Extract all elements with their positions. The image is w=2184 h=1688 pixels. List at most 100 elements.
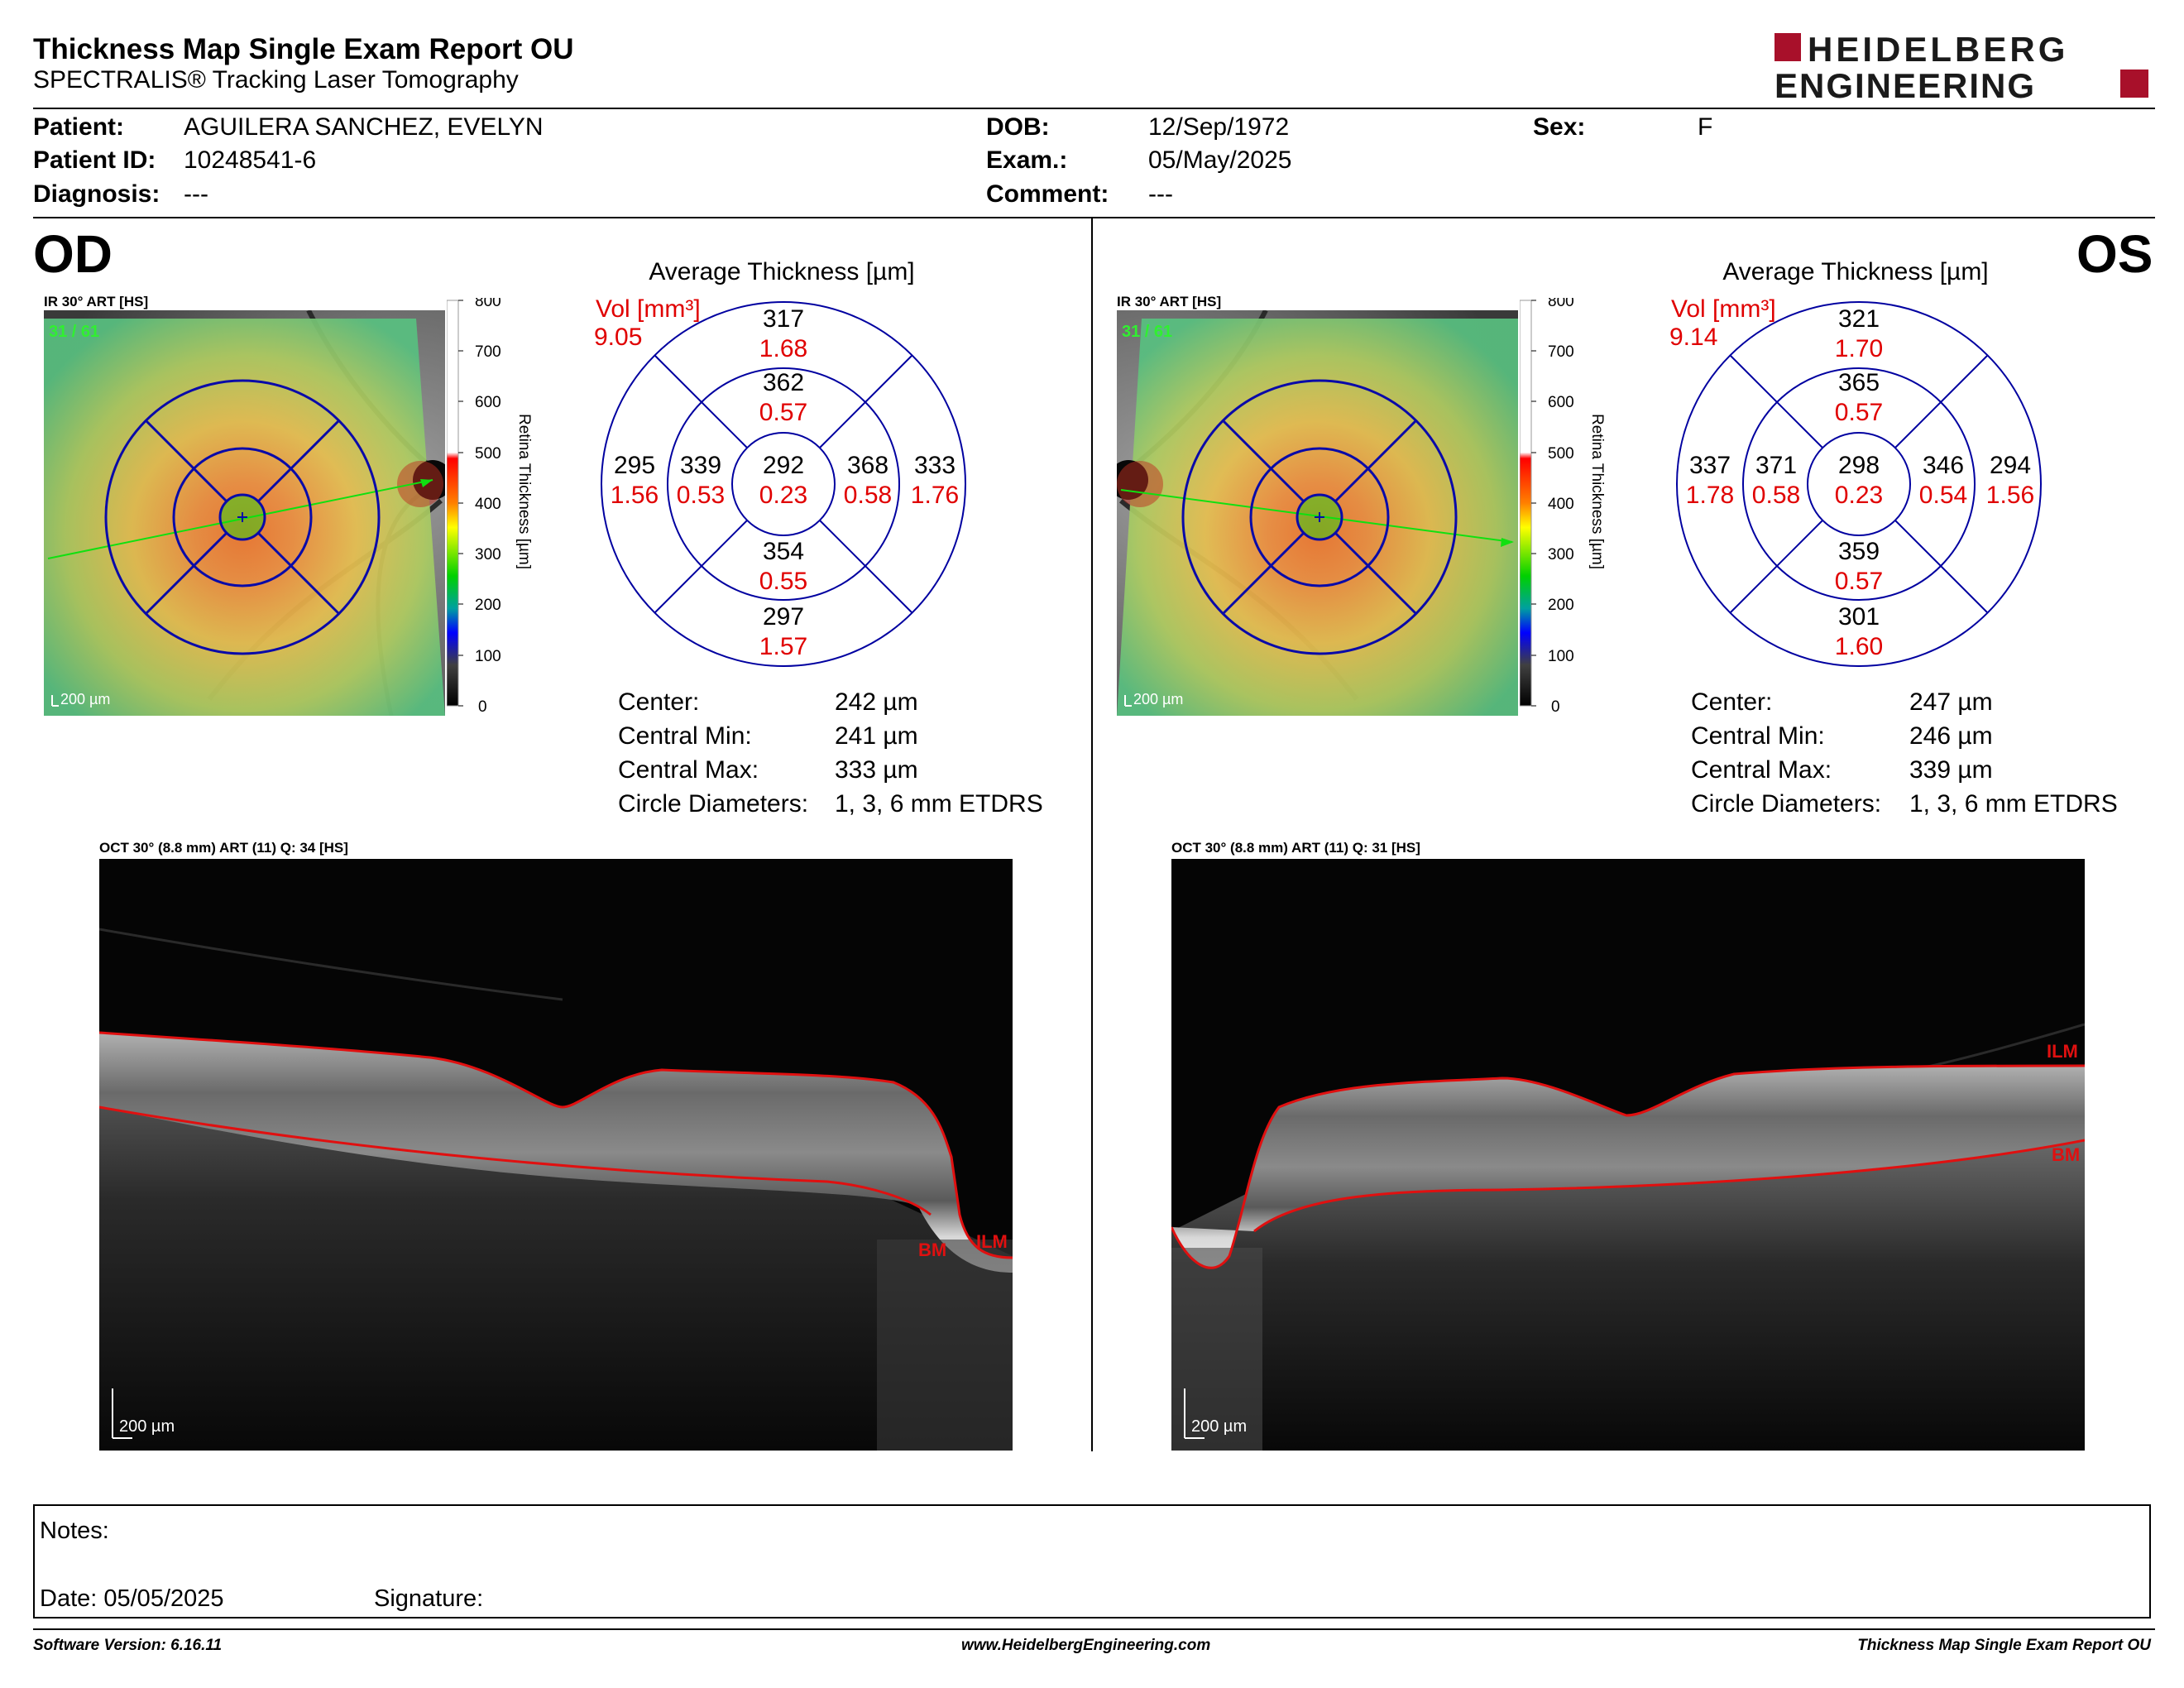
os-circle-diam-value: 1, 3, 6 mm ETDRS	[1909, 790, 2118, 818]
od-oct-scale: 200 µm	[119, 1417, 175, 1436]
os-colorbar-tick: 700	[1548, 343, 1574, 361]
od-etdrs-grid: Vol [mm³] 9.05 317 1.68 362 0.57 295 1.5…	[579, 290, 976, 679]
os-center-volume: 0.23	[1835, 482, 1883, 509]
notes-box	[33, 1504, 2151, 1618]
footer-website: www.HeidelbergEngineering.com	[961, 1637, 1211, 1654]
logo-square-bottom	[2120, 70, 2148, 98]
od-central-max-value: 333 µm	[835, 756, 918, 784]
os-colorbar-tick: 100	[1548, 648, 1574, 665]
os-colorbar-tick: 800	[1548, 298, 1574, 310]
od-colorbar-tick: 0	[478, 698, 487, 712]
patient-id: 10248541-6	[184, 146, 317, 174]
od-circle-diam-value: 1, 3, 6 mm ETDRS	[835, 790, 1043, 818]
od-inner-bottom-volume: 0.55	[759, 568, 807, 595]
od-inner-top-volume: 0.57	[759, 399, 807, 426]
patient-id-label: Patient ID:	[33, 146, 156, 174]
od-circle-diam-label: Circle Diameters:	[618, 790, 809, 818]
od-outer-bottom-thickness: 297	[763, 603, 804, 631]
os-outer-bottom-volume: 1.60	[1835, 633, 1883, 660]
os-inner-left-volume: 0.58	[1752, 482, 1800, 509]
os-inner-bottom-volume: 0.57	[1835, 568, 1883, 595]
heidelberg-logo: HEIDELBERG ENGINEERING	[1774, 30, 2155, 105]
logo-square-top	[1774, 33, 1801, 61]
os-ir-scale: 200 µm	[1133, 691, 1183, 707]
od-oct-bm-label: BM	[918, 1240, 946, 1260]
os-colorbar-tick: 200	[1548, 597, 1574, 614]
signature-label: Signature:	[374, 1585, 484, 1612]
os-etdrs-grid: Vol [mm³] 9.14 321 1.70 365 0.57 337 1.7…	[1655, 290, 2052, 679]
eye-label-od: OD	[33, 224, 113, 284]
os-inner-right-volume: 0.54	[1919, 482, 1967, 509]
os-outer-top-volume: 1.70	[1835, 335, 1883, 362]
footer-divider	[33, 1628, 2155, 1630]
patient-divider	[33, 217, 2155, 218]
od-colorbar-tick: 700	[475, 343, 501, 361]
od-vol-label: Vol [mm³]	[596, 295, 701, 323]
od-outer-left-volume: 1.56	[611, 482, 659, 509]
diagnosis-value: ---	[184, 180, 208, 208]
od-outer-top-thickness: 317	[763, 305, 804, 333]
od-colorbar-tick: 100	[475, 648, 501, 665]
logo-text-2: ENGINEERING	[1774, 66, 2036, 104]
os-oct-bm-label: BM	[2052, 1144, 2080, 1165]
os-outer-left-volume: 1.78	[1686, 482, 1734, 509]
od-avg-thickness-title: Average Thickness [µm]	[649, 258, 915, 285]
od-ir-header: IR 30° ART [HS]	[44, 294, 149, 309]
od-ir-thickness-map: 31 / 61 200 µm	[44, 310, 445, 716]
od-colorbar-tick: 200	[475, 597, 501, 614]
od-center-value: 242 µm	[835, 688, 918, 716]
od-outer-left-thickness: 295	[614, 452, 655, 479]
os-oct-bscan: ILM BM 200 µm	[1171, 859, 2085, 1451]
od-inner-bottom-thickness: 354	[763, 538, 804, 565]
header-divider	[33, 108, 2155, 109]
od-inner-left-volume: 0.53	[677, 482, 725, 509]
od-outer-top-volume: 1.68	[759, 335, 807, 362]
os-center-value: 247 µm	[1909, 688, 1993, 716]
os-circle-diam-label: Circle Diameters:	[1691, 790, 1882, 818]
dob-value: 12/Sep/1972	[1148, 113, 1290, 141]
os-inner-top-thickness: 365	[1838, 369, 1880, 396]
comment-label: Comment:	[986, 180, 1109, 208]
od-center-volume: 0.23	[759, 482, 807, 509]
os-colorbar: 800 700 600 500 400 300 200 100 0 Retina…	[1519, 293, 1685, 716]
od-inner-right-volume: 0.58	[844, 482, 892, 509]
os-central-min-value: 246 µm	[1909, 722, 1993, 750]
exam-label: Exam.:	[986, 146, 1068, 174]
patient-label: Patient:	[33, 113, 125, 141]
exam-date: 05/May/2025	[1148, 146, 1292, 174]
od-colorbar-tick: 500	[475, 445, 501, 463]
os-colorbar-tick: 400	[1548, 496, 1574, 513]
logo-text-1: HEIDELBERG	[1808, 30, 2068, 69]
eye-divider	[1091, 218, 1093, 1451]
od-oct-bscan: BM ILM 200 µm	[99, 859, 1013, 1451]
os-inner-top-volume: 0.57	[1835, 399, 1883, 426]
od-ir-counter: 31 / 61	[49, 323, 99, 341]
os-inner-left-thickness: 371	[1755, 452, 1797, 479]
notes-date: Date: 05/05/2025	[40, 1585, 224, 1612]
od-vol-total: 9.05	[594, 324, 642, 351]
od-ir-scale: 200 µm	[60, 691, 110, 707]
sex-value: F	[1698, 113, 1713, 141]
od-inner-left-thickness: 339	[680, 452, 721, 479]
od-central-min-label: Central Min:	[618, 722, 752, 750]
od-colorbar: 800 700 600 500 400 300 200 100 0 Retina…	[446, 293, 612, 716]
os-vol-label: Vol [mm³]	[1671, 295, 1776, 323]
od-outer-right-thickness: 333	[914, 452, 956, 479]
os-colorbar-tick: 600	[1548, 394, 1574, 411]
os-central-max-value: 339 µm	[1909, 756, 1993, 784]
od-oct-ilm-label: ILM	[976, 1231, 1008, 1252]
os-outer-top-thickness: 321	[1838, 305, 1880, 333]
od-inner-top-thickness: 362	[763, 369, 804, 396]
os-ir-counter: 31 / 61	[1122, 323, 1172, 341]
software-version: Software Version: 6.16.11	[33, 1637, 223, 1654]
od-colorbar-tick: 800	[475, 298, 501, 310]
od-colorbar-tick: 400	[475, 496, 501, 513]
os-inner-right-thickness: 346	[1923, 452, 1964, 479]
os-center-thickness: 298	[1838, 452, 1880, 479]
os-colorbar-tick: 300	[1548, 546, 1574, 563]
sex-label: Sex:	[1533, 113, 1586, 141]
os-central-min-label: Central Min:	[1691, 722, 1825, 750]
notes-label: Notes:	[40, 1518, 109, 1544]
od-colorbar-title: Retina Thickness [µm]	[515, 414, 533, 569]
os-colorbar-tick: 500	[1548, 445, 1574, 463]
